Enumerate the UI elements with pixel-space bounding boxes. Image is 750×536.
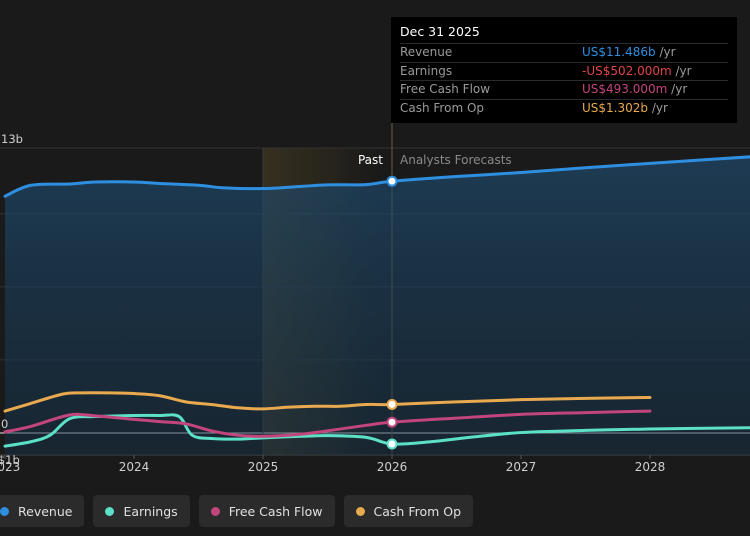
legend-label: Cash From Op: [373, 503, 462, 519]
tooltip-unit: /yr: [648, 100, 668, 115]
legend-dot-icon: [105, 506, 115, 516]
series-line-cash-from-op: [3, 391, 652, 413]
tooltip-row-revenue: Revenue US$11.486b /yr: [400, 43, 728, 62]
y-tick-label: US$0: [0, 417, 8, 431]
point-marker-free-cash-flow: [386, 416, 398, 428]
legend-item-revenue[interactable]: Revenue: [0, 495, 85, 527]
tooltip-value: US$493.000m: [582, 82, 668, 96]
point-marker-revenue: [386, 175, 398, 187]
tooltip-unit: /yr: [655, 45, 676, 59]
x-tick-label: 2026: [377, 460, 408, 474]
series-line-earnings: [3, 413, 750, 448]
legend-dot-icon: [0, 506, 9, 516]
tooltip-value: -US$502.000m: [582, 63, 672, 78]
tooltip-unit: /yr: [671, 63, 692, 78]
tooltip-row-earnings: Earnings -US$502.000m /yr: [400, 61, 728, 81]
y-tick-label: US$13b: [0, 132, 23, 146]
x-tick-label: 2024: [119, 460, 150, 474]
tooltip-row-cash-from-op: Cash From Op US$1.302b /yr: [400, 98, 728, 118]
legend-dot-icon: [210, 506, 220, 516]
x-tick-label: 2028: [635, 460, 666, 474]
point-marker-cash-from-op: [386, 398, 398, 410]
forecast-label: Analysts Forecasts: [400, 153, 512, 167]
series-line-revenue: [3, 155, 750, 198]
series-line-free-cash-flow: [3, 409, 652, 438]
revenue-area: [5, 156, 750, 455]
hover-tooltip: Dec 31 2025 Revenue US$11.486b /yr Earni…: [391, 17, 737, 123]
chart-legend: Revenue Earnings Free Cash Flow Cash Fro…: [0, 495, 474, 527]
tooltip-date: Dec 31 2025: [400, 24, 480, 39]
past-label: Past: [358, 153, 383, 167]
legend-item-cash-from-op[interactable]: Cash From Op: [343, 495, 474, 527]
legend-label: Free Cash Flow: [228, 503, 323, 519]
legend-item-free-cash-flow[interactable]: Free Cash Flow: [198, 495, 335, 527]
tooltip-label: Revenue: [400, 45, 453, 59]
x-tick-label: 2025: [248, 460, 279, 474]
x-tick-label: 2027: [506, 460, 537, 474]
point-marker-earnings: [386, 438, 398, 450]
x-tick-label: 2023: [0, 460, 20, 474]
legend-item-earnings[interactable]: Earnings: [93, 495, 190, 527]
tooltip-unit: /yr: [667, 82, 688, 96]
y-tick-label: -US$1b: [0, 453, 20, 467]
legend-dot-icon: [355, 506, 365, 516]
legend-label: Revenue: [18, 503, 73, 519]
tooltip-row-free-cash-flow: Free Cash Flow US$493.000m /yr: [400, 80, 728, 99]
legend-label: Earnings: [123, 503, 178, 519]
tooltip-value: US$11.486b: [582, 45, 656, 59]
tooltip-label: Free Cash Flow: [400, 82, 491, 96]
tooltip-label: Earnings: [400, 63, 453, 78]
tooltip-label: Cash From Op: [400, 100, 485, 115]
tooltip-value: US$1.302b: [582, 100, 649, 115]
